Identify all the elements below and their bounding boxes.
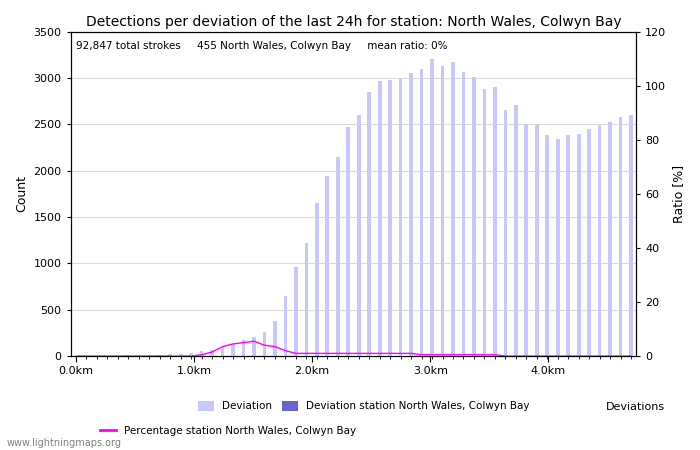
Bar [399, 78, 402, 356]
Bar [608, 122, 612, 356]
Bar [210, 350, 214, 356]
Bar [452, 62, 455, 356]
Bar [619, 117, 622, 356]
Bar [241, 340, 246, 356]
Bar [284, 296, 287, 356]
Bar [169, 354, 172, 356]
Bar [273, 321, 276, 356]
Bar [577, 135, 580, 356]
Bar [629, 115, 633, 356]
Bar [524, 124, 528, 356]
Bar [461, 72, 466, 356]
Bar [148, 355, 151, 356]
Bar [535, 125, 538, 356]
Bar [441, 66, 444, 356]
Bar [304, 243, 308, 356]
Bar [587, 129, 591, 356]
Bar [378, 81, 382, 356]
Bar [315, 203, 318, 356]
Bar [189, 353, 193, 356]
Bar [231, 344, 235, 356]
Bar [262, 332, 266, 356]
Bar [430, 59, 434, 356]
Text: 92,847 total strokes     455 North Wales, Colwyn Bay     mean ratio: 0%: 92,847 total strokes 455 North Wales, Co… [76, 41, 448, 51]
Bar [389, 80, 392, 356]
Bar [472, 77, 476, 356]
Bar [545, 135, 549, 356]
Bar [178, 354, 183, 356]
Bar [199, 351, 204, 356]
Bar [514, 105, 518, 356]
Bar [336, 157, 340, 356]
Bar [294, 267, 298, 356]
Bar [368, 92, 371, 356]
Legend: Percentage station North Wales, Colwyn Bay: Percentage station North Wales, Colwyn B… [96, 422, 360, 440]
Text: Deviations: Deviations [606, 402, 664, 412]
Bar [220, 347, 225, 356]
Bar [410, 73, 413, 356]
Bar [482, 89, 486, 356]
Bar [137, 355, 141, 356]
Bar [598, 125, 601, 356]
Bar [503, 110, 507, 356]
Bar [326, 176, 329, 356]
Bar [346, 127, 350, 356]
Title: Detections per deviation of the last 24h for station: North Wales, Colwyn Bay: Detections per deviation of the last 24h… [85, 15, 622, 29]
Bar [420, 69, 424, 356]
Bar [252, 337, 256, 356]
Y-axis label: Ratio [%]: Ratio [%] [672, 165, 685, 223]
Y-axis label: Count: Count [15, 176, 28, 212]
Bar [357, 115, 360, 356]
Bar [493, 87, 497, 356]
Bar [158, 355, 162, 356]
Bar [556, 139, 559, 356]
Legend: Deviation, Deviation station North Wales, Colwyn Bay: Deviation, Deviation station North Wales… [194, 396, 534, 415]
Text: www.lightningmaps.org: www.lightningmaps.org [7, 438, 122, 448]
Bar [566, 135, 570, 356]
